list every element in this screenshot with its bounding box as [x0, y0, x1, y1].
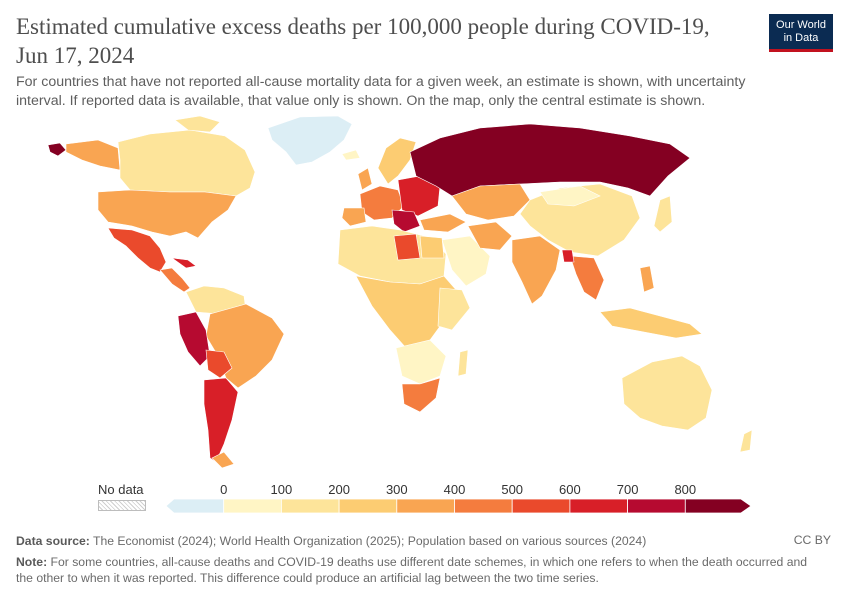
legend-swatch[interactable]	[223, 499, 282, 513]
legend-no-data-swatch[interactable]	[98, 500, 146, 511]
region-uk[interactable]	[357, 167, 373, 191]
license-link[interactable]: CC BY	[793, 533, 831, 547]
region-iceland[interactable]	[341, 149, 361, 161]
region-central-america[interactable]	[159, 267, 191, 293]
region-egypt[interactable]	[419, 235, 445, 259]
legend-tick-label: 100	[270, 482, 293, 497]
region-bolivia[interactable]	[205, 349, 233, 379]
data-source: Data source: The Economist (2024); World…	[16, 533, 646, 549]
legend-swatch[interactable]	[454, 499, 513, 513]
legend-tick-label: 300	[385, 482, 408, 497]
region-south-cone[interactable]	[211, 451, 235, 469]
region-australia[interactable]	[621, 355, 713, 431]
legend-swatch[interactable]	[396, 499, 455, 513]
legend-tick-label: 800	[674, 482, 697, 497]
region-mongolia[interactable]	[539, 185, 601, 207]
legend-tick-label: 400	[443, 482, 466, 497]
note-label: Note:	[16, 555, 48, 569]
region-central-asia[interactable]	[451, 183, 531, 221]
legend-swatch[interactable]	[338, 499, 398, 513]
legend-swatch[interactable]	[627, 499, 686, 513]
legend-swatch[interactable]	[166, 499, 225, 513]
region-alaska-east[interactable]	[65, 139, 121, 171]
chart-subtitle: For countries that have not reported all…	[16, 74, 746, 109]
region-india[interactable]	[511, 235, 561, 305]
region-turkey[interactable]	[419, 213, 467, 233]
legend-tick-label: 700	[616, 482, 639, 497]
region-indonesia[interactable]	[599, 307, 703, 339]
region-philippines[interactable]	[639, 265, 655, 293]
region-east-africa[interactable]	[437, 287, 471, 331]
region-iberia[interactable]	[341, 207, 367, 227]
footnote: Note: For some countries, all-cause deat…	[16, 554, 816, 586]
region-argentina-chile[interactable]	[203, 377, 239, 463]
region-iran[interactable]	[467, 221, 513, 251]
data-source-text[interactable]: The Economist (2024); World Health Organ…	[93, 534, 647, 548]
region-south-africa[interactable]	[401, 377, 441, 413]
owid-logo[interactable]: Our World in Data	[769, 14, 833, 52]
legend-swatch[interactable]	[569, 499, 628, 513]
region-balkans[interactable]	[391, 209, 421, 233]
region-canada-arctic[interactable]	[174, 115, 221, 133]
region-canada[interactable]	[117, 129, 256, 197]
region-alaska[interactable]	[47, 142, 67, 157]
region-new-zealand[interactable]	[739, 429, 753, 453]
legend-tick-label: 500	[501, 482, 524, 497]
legend-color-bar	[166, 499, 751, 513]
region-caribbean[interactable]	[171, 257, 197, 269]
legend-swatch[interactable]	[511, 499, 571, 513]
legend-tick-label: 200	[328, 482, 350, 497]
legend-no-data-label: No data	[98, 482, 144, 497]
region-bangladesh[interactable]	[561, 249, 575, 263]
region-arabia[interactable]	[441, 235, 491, 287]
note-text: For some countries, all-cause deaths and…	[16, 555, 808, 585]
region-southern-africa[interactable]	[395, 339, 447, 385]
region-usa[interactable]	[97, 189, 237, 239]
region-russia[interactable]	[409, 123, 691, 197]
world-map[interactable]	[0, 112, 850, 480]
region-greenland[interactable]	[267, 115, 353, 166]
legend-swatch[interactable]	[684, 499, 751, 513]
region-scandinavia[interactable]	[377, 137, 417, 185]
logo-line-2: in Data	[783, 32, 819, 44]
region-southeast-asia[interactable]	[569, 255, 605, 301]
region-peru[interactable]	[177, 311, 211, 367]
legend-swatch[interactable]	[281, 499, 340, 513]
legend-tick-label: 0	[220, 482, 228, 497]
legend-tick-label: 600	[559, 482, 581, 497]
chart-title: Estimated cumulative excess deaths per 1…	[16, 14, 710, 68]
region-japan[interactable]	[653, 195, 673, 233]
region-mexico[interactable]	[107, 227, 167, 273]
data-source-label: Data source:	[16, 534, 90, 548]
logo-line-1: Our World	[776, 19, 826, 31]
region-madagascar[interactable]	[457, 349, 469, 377]
region-libya[interactable]	[393, 233, 421, 261]
